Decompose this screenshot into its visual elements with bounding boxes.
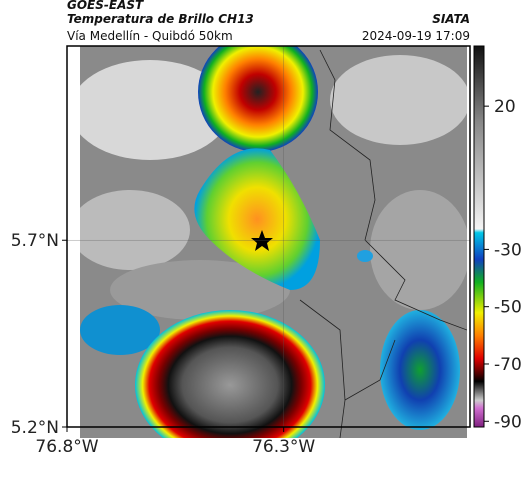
colorbar-tick-label: -70: [494, 355, 522, 375]
source: SIATA: [432, 12, 470, 26]
colorbar-tick-label: -90: [494, 412, 522, 432]
timestamp: 2024-09-19 17:09: [362, 29, 470, 43]
colorbar-tick-label: -30: [494, 240, 522, 260]
colorbar-tick-label: -50: [494, 298, 522, 318]
subtitle: Vía Medellín - Quibdó 50km: [67, 29, 233, 43]
colorbar-tick-label: 20: [494, 97, 516, 117]
satellite: GOES-EAST: [67, 0, 144, 12]
colorbar: [473, 45, 485, 428]
imagery: [80, 46, 467, 438]
lon-tick-label: 76.8°W: [35, 437, 98, 457]
title: Temperatura de Brillo CH13: [67, 12, 254, 26]
lon-tick-label: 76.3°W: [252, 437, 315, 457]
lat-tick-label: 5.2°N: [11, 418, 59, 438]
lat-tick-label: 5.7°N: [11, 231, 59, 251]
map-frame: [66, 45, 471, 428]
